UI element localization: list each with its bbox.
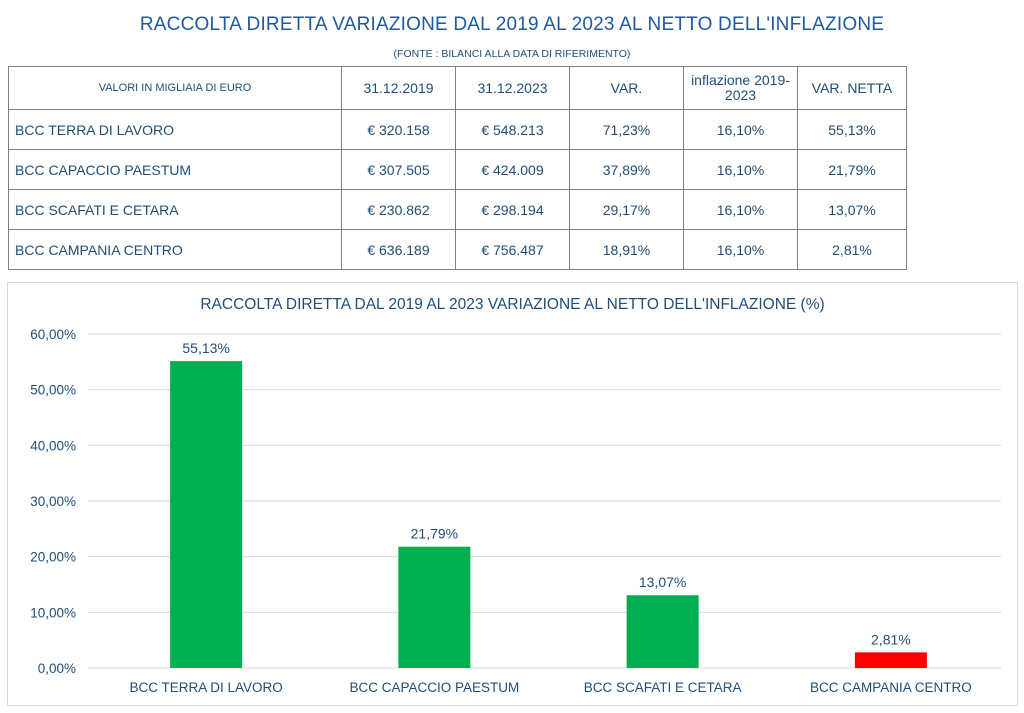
- data-label: 21,79%: [411, 526, 458, 542]
- value-2023-cell: € 298.194: [455, 189, 570, 230]
- value-2023-cell: € 756.487: [455, 229, 570, 270]
- var-cell: 71,23%: [569, 109, 684, 150]
- y-tick-label: 60,00%: [30, 327, 76, 342]
- y-tick-label: 10,00%: [30, 605, 76, 620]
- inflation-cell: 16,10%: [683, 229, 798, 270]
- y-tick-label: 20,00%: [30, 550, 76, 565]
- x-category-label: BCC SCAFATI E CETARA: [584, 680, 742, 695]
- header-cell-inflation: inflazione 2019- 2023: [683, 66, 798, 110]
- value-2019-cell: € 636.189: [341, 229, 456, 270]
- bank-name-cell: BCC SCAFATI E CETARA: [8, 189, 342, 230]
- y-tick-label: 40,00%: [30, 438, 76, 453]
- table-row: BCC CAMPANIA CENTRO € 636.189 € 756.487 …: [8, 229, 907, 270]
- header-cell-units: VALORI IN MIGLIAIA DI EURO: [8, 66, 342, 110]
- value-2023-cell: € 424.009: [455, 149, 570, 190]
- x-category-label: BCC TERRA DI LAVORO: [129, 680, 282, 695]
- data-label: 13,07%: [639, 574, 686, 590]
- net-var-cell: 13,07%: [797, 189, 907, 230]
- bar: [626, 595, 699, 668]
- bank-name-cell: BCC TERRA DI LAVORO: [8, 109, 342, 150]
- bar: [170, 361, 243, 668]
- net-var-cell: 2,81%: [797, 229, 907, 270]
- bank-name-cell: BCC CAPACCIO PAESTUM: [8, 149, 342, 190]
- var-cell: 29,17%: [569, 189, 684, 230]
- bank-name-cell: BCC CAMPANIA CENTRO: [8, 229, 342, 270]
- net-var-cell: 55,13%: [797, 109, 907, 150]
- header-inflation-line1: inflazione 2019-: [691, 72, 790, 88]
- data-label: 2,81%: [871, 631, 911, 647]
- chart-area: RACCOLTA DIRETTA DAL 2019 AL 2023 VARIAZ…: [7, 282, 1018, 706]
- header-cell-net-var: VAR. NETTA: [797, 66, 907, 110]
- bar: [398, 546, 471, 668]
- var-cell: 37,89%: [569, 149, 684, 190]
- table-row: BCC SCAFATI E CETARA € 230.862 € 298.194…: [8, 189, 907, 230]
- value-2019-cell: € 307.505: [341, 149, 456, 190]
- x-category-label: BCC CAMPANIA CENTRO: [810, 680, 972, 695]
- source-note: (FONTE : BILANCI ALLA DATA DI RIFERIMENT…: [393, 48, 631, 60]
- x-category-label: BCC CAPACCIO PAESTUM: [349, 680, 519, 695]
- y-tick-label: 0,00%: [38, 661, 76, 676]
- y-tick-label: 30,00%: [30, 494, 76, 509]
- header-inflation-line2: 2023: [724, 87, 757, 103]
- inflation-cell: 16,10%: [683, 189, 798, 230]
- inflation-cell: 16,10%: [683, 149, 798, 190]
- page-title: RACCOLTA DIRETTA VARIAZIONE DAL 2019 AL …: [139, 14, 885, 35]
- header-cell-var: VAR.: [569, 66, 684, 110]
- y-tick-label: 50,00%: [30, 383, 76, 398]
- bar: [854, 652, 927, 668]
- table-header-row: VALORI IN MIGLIAIA DI EURO 31.12.2019 31…: [8, 66, 907, 110]
- header-cell-2023: 31.12.2023: [455, 66, 570, 110]
- data-table: VALORI IN MIGLIAIA DI EURO 31.12.2019 31…: [8, 66, 907, 270]
- var-cell: 18,91%: [569, 229, 684, 270]
- net-var-cell: 21,79%: [797, 149, 907, 190]
- table-row: BCC TERRA DI LAVORO € 320.158 € 548.213 …: [8, 109, 907, 150]
- data-label: 55,13%: [182, 340, 229, 356]
- value-2019-cell: € 230.862: [341, 189, 456, 230]
- table-row: BCC CAPACCIO PAESTUM € 307.505 € 424.009…: [8, 149, 907, 190]
- inflation-cell: 16,10%: [683, 109, 798, 150]
- chart-title: RACCOLTA DIRETTA DAL 2019 AL 2023 VARIAZ…: [200, 296, 825, 313]
- value-2023-cell: € 548.213: [455, 109, 570, 150]
- bar-chart: 0,00% 10,00% 20,00% 30,00% 40,00% 50,00% 60,00…: [30, 327, 1001, 695]
- header-cell-2019: 31.12.2019: [341, 66, 456, 110]
- value-2019-cell: € 320.158: [341, 109, 456, 150]
